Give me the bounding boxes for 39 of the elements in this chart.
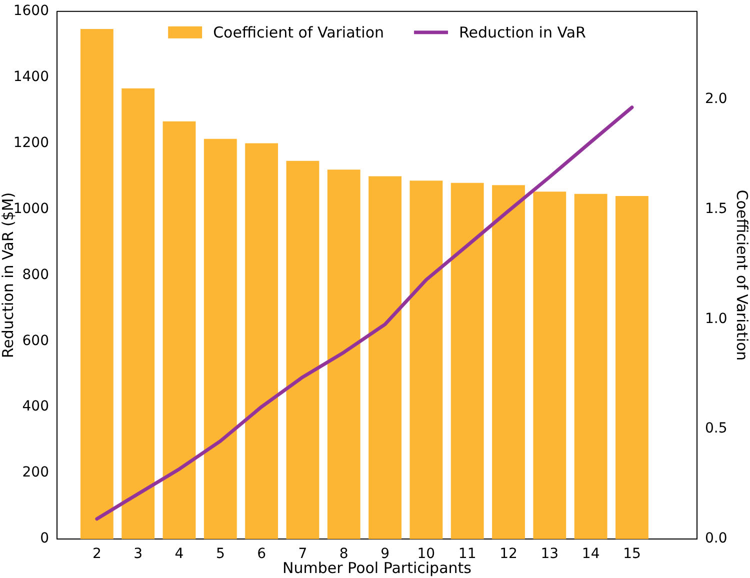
x-tick-label: 2 — [92, 546, 102, 562]
bar — [410, 180, 443, 539]
y-tick-label: 1200 — [13, 134, 49, 151]
y2-tick-label: 2.0 — [705, 90, 728, 107]
y2-tick-label: 1.0 — [705, 310, 728, 327]
y-tick-label: 0 — [40, 530, 49, 547]
bar — [80, 28, 114, 539]
x-tick-label: 15 — [623, 546, 641, 562]
y2-tick-label: 1.5 — [705, 200, 728, 217]
legend-label: Reduction in VaR — [459, 23, 586, 42]
bar — [286, 160, 320, 539]
x-tick-label: 5 — [216, 546, 225, 562]
bar — [122, 88, 155, 539]
x-tick-label: 12 — [500, 546, 518, 562]
bar — [204, 138, 237, 539]
x-tick-label: 4 — [174, 546, 184, 562]
bar — [574, 194, 608, 539]
bar — [533, 192, 566, 539]
x-tick-label: 13 — [540, 546, 559, 562]
y-tick-label: 800 — [22, 266, 49, 283]
x-tick-label: 3 — [134, 546, 143, 562]
bar — [368, 176, 402, 539]
y2-tick-label: 0.5 — [705, 420, 728, 437]
bar — [450, 182, 484, 539]
y-tick-label: 200 — [22, 464, 49, 481]
y2-axis-title: Coefficient of Variation — [733, 190, 750, 361]
y-tick-label: 1600 — [13, 3, 49, 20]
bar — [327, 170, 360, 539]
x-tick-label: 6 — [257, 546, 266, 562]
bar — [245, 143, 278, 539]
bar — [492, 185, 525, 539]
bar — [162, 121, 196, 539]
y-tick-label: 400 — [22, 398, 49, 415]
y-tick-label: 600 — [22, 332, 49, 349]
y-tick-label: 1400 — [13, 68, 49, 85]
y2-tick-label: 0.0 — [705, 530, 728, 547]
bar — [616, 196, 648, 539]
x-tick-label: 14 — [582, 546, 600, 562]
legend-label: Coefficient of Variation — [213, 23, 384, 42]
